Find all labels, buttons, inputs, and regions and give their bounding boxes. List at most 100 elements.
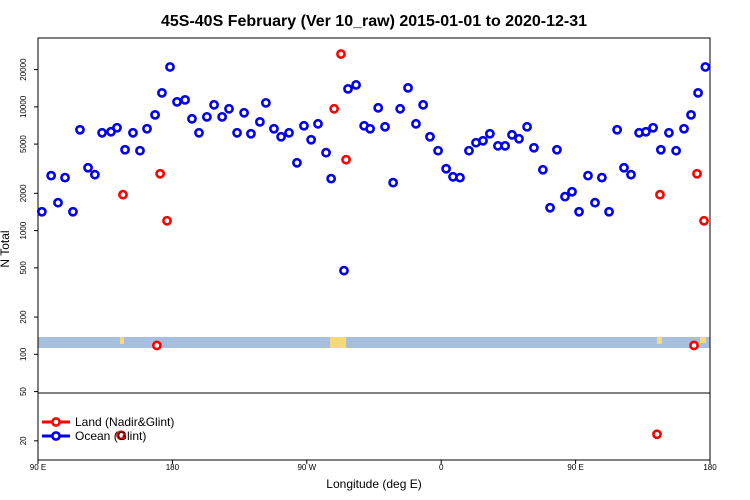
- legend-label: Ocean (Glint): [75, 429, 146, 443]
- legend-label: Land (Nadir&Glint): [75, 415, 174, 429]
- point: [655, 189, 665, 200]
- point: [157, 87, 167, 98]
- y-tick-label: 20000: [19, 58, 28, 81]
- y-tick-label: 50: [19, 387, 28, 396]
- legend-marker: [51, 417, 61, 427]
- point: [336, 49, 346, 59]
- point: [567, 186, 577, 197]
- point: [142, 123, 152, 134]
- point: [411, 118, 421, 129]
- point: [150, 109, 160, 120]
- point: [507, 129, 517, 140]
- point: [118, 189, 128, 200]
- point: [83, 162, 93, 173]
- point: [53, 197, 63, 208]
- point: [365, 123, 376, 134]
- x-tick-label: 0: [439, 463, 444, 472]
- point: [135, 145, 145, 156]
- x-tick-label: 90 W: [297, 463, 316, 472]
- plot-frame: [37, 37, 711, 461]
- point: [522, 121, 532, 132]
- point: [433, 145, 443, 156]
- point: [165, 62, 175, 72]
- point: [441, 163, 452, 174]
- point: [664, 127, 674, 138]
- point: [403, 82, 413, 93]
- point: [128, 127, 138, 138]
- point: [112, 122, 122, 133]
- x-axis-label: Longitude (deg E): [326, 477, 421, 491]
- legend-marker: [51, 431, 61, 441]
- point: [537, 164, 548, 175]
- land-patch: [120, 337, 124, 344]
- point: [574, 206, 584, 217]
- point: [329, 103, 340, 114]
- x-tick-label: 90 E: [567, 463, 583, 472]
- point: [201, 111, 212, 122]
- ocean-strip: [38, 337, 710, 348]
- y-tick-label: 100: [19, 347, 28, 361]
- point: [689, 340, 699, 351]
- point: [596, 172, 607, 183]
- point: [313, 118, 323, 129]
- point: [373, 102, 384, 113]
- point: [255, 116, 265, 127]
- point: [306, 134, 317, 145]
- point: [545, 202, 555, 213]
- point: [120, 144, 130, 155]
- point: [60, 172, 70, 183]
- point: [692, 168, 702, 179]
- point: [604, 206, 614, 217]
- land-patch: [700, 337, 706, 343]
- point: [619, 162, 629, 173]
- point: [425, 131, 435, 142]
- point: [260, 97, 271, 108]
- point: [68, 206, 78, 217]
- point: [700, 62, 711, 72]
- point: [239, 107, 249, 118]
- point: [276, 131, 287, 142]
- point: [151, 340, 162, 351]
- point: [388, 177, 399, 188]
- point: [464, 145, 474, 156]
- point: [648, 122, 659, 133]
- point: [612, 124, 623, 135]
- y-tick-label: 200: [19, 310, 28, 324]
- land-patch: [657, 337, 662, 344]
- point: [500, 140, 511, 151]
- y-axis-label: N Total: [0, 230, 12, 267]
- point: [155, 168, 166, 179]
- y-tick-label: 1000: [19, 221, 28, 239]
- point: [652, 429, 662, 440]
- point: [395, 103, 406, 114]
- point: [299, 120, 309, 131]
- point: [116, 430, 126, 441]
- point: [46, 170, 57, 181]
- point: [97, 127, 107, 138]
- point: [341, 154, 351, 165]
- point: [560, 191, 570, 202]
- map-strip: [38, 337, 710, 348]
- point: [679, 123, 689, 134]
- point: [641, 126, 651, 137]
- point: [292, 157, 302, 168]
- point: [693, 87, 703, 98]
- point: [172, 96, 182, 107]
- point: [180, 94, 190, 105]
- point: [194, 127, 204, 138]
- point: [478, 135, 488, 146]
- point: [671, 145, 682, 156]
- y-tick-label: 20: [19, 436, 28, 445]
- chart-title: 45S-40S February (Ver 10_raw) 2015-01-01…: [161, 13, 587, 30]
- x-tick-label: 180: [166, 463, 180, 472]
- point: [351, 80, 361, 90]
- point: [686, 109, 696, 120]
- point: [224, 103, 234, 114]
- land-patch: [330, 337, 346, 348]
- point: [484, 128, 495, 139]
- point: [232, 127, 242, 138]
- point: [699, 215, 709, 226]
- point: [209, 99, 219, 110]
- point: [187, 113, 197, 124]
- point: [626, 169, 636, 180]
